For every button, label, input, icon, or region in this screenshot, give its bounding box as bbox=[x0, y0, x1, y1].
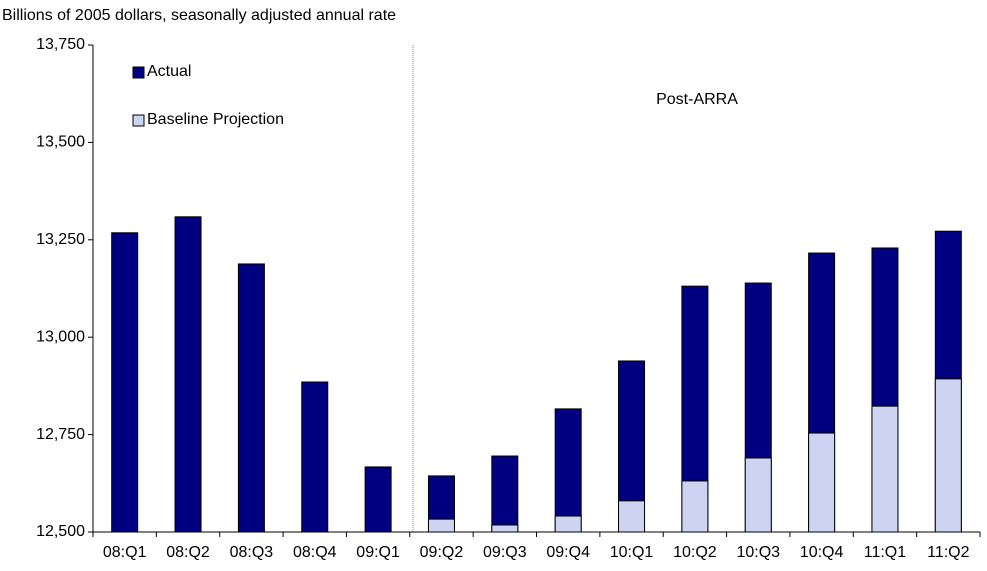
x-tick-label: 08:Q4 bbox=[293, 544, 337, 561]
legend-swatch bbox=[132, 114, 145, 127]
bar bbox=[554, 408, 582, 533]
x-tick-label: 10:Q3 bbox=[736, 544, 780, 561]
y-tick-label: 13,500 bbox=[36, 134, 85, 151]
bar bbox=[174, 216, 202, 533]
x-tick-label: 08:Q3 bbox=[230, 544, 274, 561]
y-tick-label: 12,500 bbox=[36, 523, 85, 540]
bar bbox=[808, 432, 836, 533]
chart-title: Billions of 2005 dollars, seasonally adj… bbox=[2, 7, 396, 24]
x-tick-label: 09:Q3 bbox=[483, 544, 527, 561]
bar bbox=[427, 518, 455, 533]
x-tick-label: 08:Q2 bbox=[166, 544, 210, 561]
x-tick-label: 11:Q1 bbox=[864, 544, 907, 561]
bar bbox=[301, 381, 329, 533]
bar bbox=[111, 232, 139, 533]
x-tick-label: 09:Q2 bbox=[420, 544, 464, 561]
y-tick-label: 13,750 bbox=[36, 36, 85, 53]
bar bbox=[871, 405, 899, 533]
legend-swatch bbox=[132, 66, 145, 79]
bar bbox=[618, 500, 646, 533]
bar bbox=[744, 457, 772, 533]
x-tick-label: 09:Q4 bbox=[546, 544, 590, 561]
x-tick-label: 10:Q1 bbox=[610, 544, 654, 561]
bar bbox=[934, 378, 962, 533]
x-tick-label: 09:Q1 bbox=[356, 544, 400, 561]
x-tick-label: 10:Q2 bbox=[673, 544, 717, 561]
annotation: Post-ARRA bbox=[656, 91, 738, 108]
bar bbox=[681, 480, 709, 533]
legend-label: Baseline Projection bbox=[147, 111, 284, 128]
bar bbox=[554, 515, 582, 533]
x-tick-label: 08:Q1 bbox=[103, 544, 147, 561]
y-tick-label: 12,750 bbox=[36, 426, 85, 443]
legend-label: Actual bbox=[147, 63, 191, 80]
x-tick-label: 10:Q4 bbox=[800, 544, 844, 561]
x-tick-label: 11:Q2 bbox=[927, 544, 970, 561]
y-tick-label: 13,250 bbox=[36, 231, 85, 248]
bar bbox=[364, 466, 392, 533]
bar bbox=[491, 455, 519, 533]
bar bbox=[237, 263, 265, 533]
bar bbox=[491, 524, 519, 533]
y-tick-label: 13,000 bbox=[36, 328, 85, 345]
